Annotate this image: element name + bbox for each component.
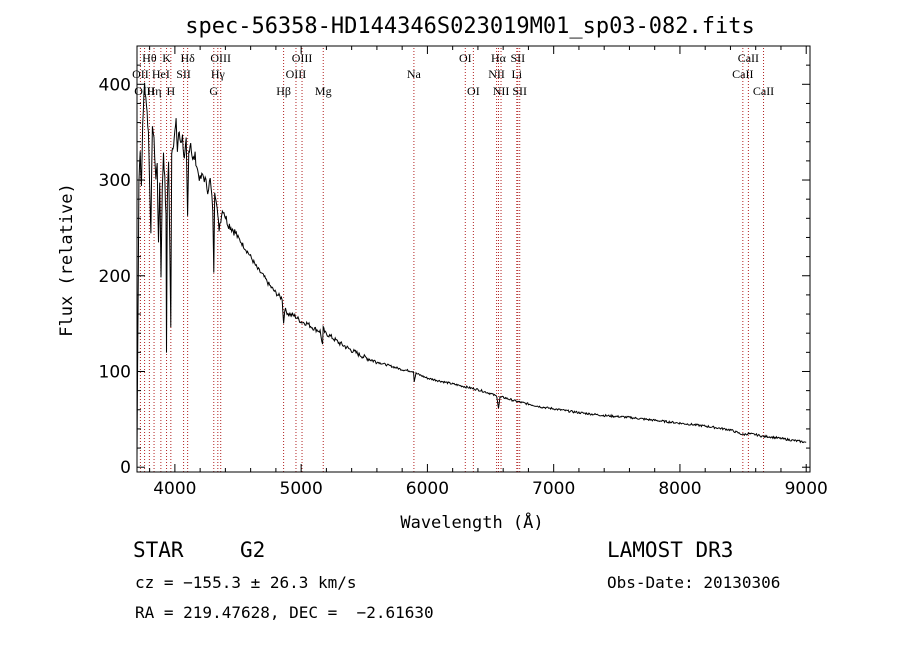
x-tick-label: 9000	[785, 479, 828, 499]
spectral-line-label: NII	[488, 67, 505, 81]
chart-title: spec-56358-HD144346S023019M01_sp03-082.f…	[185, 14, 755, 39]
spectral-line-label: OIII	[286, 67, 307, 81]
spectral-line-label: CaII	[753, 84, 774, 98]
x-axis-label: Wavelength (Å)	[400, 511, 543, 533]
spectral-line-label: Hγ	[211, 67, 226, 81]
spectral-line-label: Hθ	[142, 51, 157, 65]
x-axis-ticks: 4000 5000 6000 7000 8000 9000	[149, 46, 828, 499]
spectral-line-label: OIII	[210, 51, 231, 65]
spectral-line-markers	[139, 48, 765, 472]
spectral-line-label: CaII	[738, 51, 759, 65]
y-tick-label: 100	[99, 362, 131, 382]
y-tick-label: 0	[120, 458, 131, 478]
survey-name: LAMOST DR3	[607, 538, 734, 562]
y-tick-label: 200	[99, 267, 131, 287]
spectral-line-label: Hα	[491, 51, 507, 65]
sky-coordinates: RA = 219.47628, DEC = −2.61630	[135, 603, 434, 622]
spectral-line-label: Hβ	[276, 84, 291, 98]
spectral-line-label: K	[162, 51, 171, 65]
spectral-line-label: G	[209, 84, 218, 98]
spectral-line-label: OI	[467, 84, 480, 98]
object-subclass: G2	[240, 538, 266, 562]
x-tick-label: 8000	[658, 479, 701, 499]
spectral-line-label: Hη	[147, 84, 162, 98]
plot-frame	[136, 45, 811, 473]
spectral-line-label: SII	[176, 67, 191, 81]
spectral-line-label: CaII	[732, 67, 753, 81]
spectral-line-label: OIII	[292, 51, 313, 65]
redshift-velocity: cz = −155.3 ± 26.3 km/s	[135, 573, 357, 592]
x-tick-label: 5000	[280, 479, 323, 499]
spectral-line-label: OI	[459, 51, 472, 65]
spectral-line-label: Li	[511, 67, 522, 81]
y-axis-label: Flux (relative)	[57, 183, 77, 337]
spectral-line-label: Mg	[315, 84, 332, 98]
y-tick-label: 400	[99, 75, 131, 95]
x-tick-label: 6000	[406, 479, 449, 499]
spectral-line-label: Na	[407, 67, 422, 81]
spectral-line-label: SII	[512, 84, 527, 98]
x-tick-label: 7000	[532, 479, 575, 499]
spectral-line-label: OII	[132, 67, 149, 81]
spectrum-line	[136, 82, 807, 458]
spectral-line-label: SII	[510, 51, 525, 65]
spectrum-series	[136, 82, 807, 458]
y-tick-label: 300	[99, 171, 131, 191]
object-class: STAR	[133, 538, 184, 562]
spectral-line-label: Hδ	[180, 51, 195, 65]
spectral-line-label: HeI	[152, 67, 170, 81]
y-axis-ticks: 0 100 200 300 400	[99, 64, 810, 478]
spectral-line-label: NII	[493, 84, 510, 98]
x-tick-label: 4000	[153, 479, 196, 499]
observation-date: Obs-Date: 20130306	[607, 573, 781, 592]
spectral-line-label: H	[167, 84, 176, 98]
